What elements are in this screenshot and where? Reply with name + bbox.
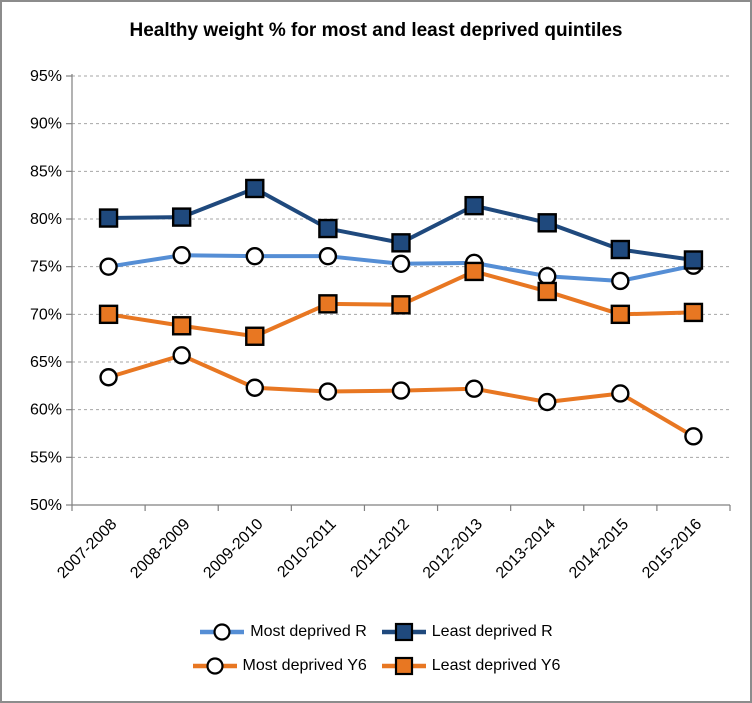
marker-least-deprived-y6-2013-2014 [537,281,557,302]
chart-title: Healthy weight % for most and least depr… [129,20,623,41]
marker-least-deprived-y6-2008-2009 [171,316,192,336]
legend: Most deprived R Least deprived R Most depr… [2,620,750,678]
marker-least-deprived-y6-2009-2010 [245,326,265,346]
marker-most-deprived-y6-2010-2011 [318,382,338,401]
marker-most-deprived-r-2011-2012 [391,254,411,274]
y-axis-tick-label: 55% [30,449,62,466]
marker-most-deprived-y6-2007-2008 [99,368,118,387]
legend-item-most-deprived-y6: Most deprived Y6 [192,654,367,678]
marker-most-deprived-r-2010-2011 [318,246,338,266]
legend-swatch-least-deprived-y6-square-icon [381,656,426,676]
legend-row: Most deprived R Least deprived R [199,620,553,644]
marker-least-deprived-r-2012-2013 [464,195,484,216]
marker-most-deprived-y6-2008-2009 [172,346,191,365]
legend-label-least-deprived-r: Least deprived R [431,623,553,640]
x-axis-tick-label: 2008-2009 [127,516,193,582]
marker-most-deprived-y6-2009-2010 [245,378,264,397]
marker-most-deprived-y6-2012-2013 [464,379,484,398]
marker-least-deprived-r-2011-2012 [391,233,411,253]
y-axis-tick-label: 70% [30,306,62,323]
legend-label-most-deprived-y6: Most deprived Y6 [242,657,367,674]
legend-swatch-most-deprived-r-circle-icon [200,623,245,641]
marker-most-deprived-r-2008-2009 [172,246,191,265]
marker-least-deprived-y6-2007-2008 [98,304,119,325]
marker-least-deprived-y6-2011-2012 [391,295,411,315]
legend-label-least-deprived-y6: Least deprived Y6 [431,657,561,674]
x-axis-tick-label: 2009-2010 [200,516,266,582]
y-axis-tick-label: 90% [30,116,62,133]
marker-most-deprived-r-2009-2010 [245,246,264,266]
y-axis-tick-label: 60% [30,402,62,419]
marker-least-deprived-r-2015-2016 [683,250,704,270]
marker-most-deprived-y6-2011-2012 [391,381,411,400]
legend-row: Most deprived Y6 Least deprived Y6 [192,654,561,678]
marker-least-deprived-y6-2015-2016 [683,302,704,323]
x-axis-tick-label: 2010-2011 [274,516,339,581]
y-axis-tick-label: 85% [30,163,62,180]
x-axis-tick-label: 2012-2013 [420,516,486,582]
marker-least-deprived-r-2009-2010 [245,178,265,199]
legend-swatch-least-deprived-r-square-icon [381,622,426,642]
marker-least-deprived-r-2014-2015 [610,239,631,260]
y-axis-tick-label: 65% [30,354,62,371]
y-axis-tick-label: 80% [30,211,62,228]
y-axis-tick-label: 75% [30,259,62,276]
plot-area: 50%55%60%65%70%75%80%85%90%95%2007-2008 2… [30,68,731,582]
marker-most-deprived-r-2014-2015 [611,271,630,291]
marker-least-deprived-y6-2012-2013 [464,261,484,282]
marker-least-deprived-r-2010-2011 [318,218,338,239]
marker-most-deprived-y6-2015-2016 [684,427,703,446]
legend-item-most-deprived-r: Most deprived R [199,620,367,644]
legend-item-least-deprived-y6: Least deprived Y6 [381,654,561,678]
x-axis-tick-label: 2015-2016 [639,516,705,582]
marker-least-deprived-r-2007-2008 [98,208,119,228]
x-axis-tick-label: 2007-2008 [54,516,120,582]
x-axis-tick-label: 2011-2012 [348,516,413,581]
legend-label-most-deprived-r: Most deprived R [250,623,367,640]
y-axis-tick-label: 95% [30,68,62,85]
x-axis-tick-label: 2013-2014 [493,516,559,582]
marker-most-deprived-y6-2013-2014 [538,392,557,412]
legend-swatch-most-deprived-y6-circle-icon [192,657,237,675]
marker-least-deprived-y6-2014-2015 [610,304,631,325]
marker-least-deprived-r-2013-2014 [537,213,557,233]
marker-least-deprived-r-2008-2009 [171,207,192,227]
legend-item-least-deprived-r: Least deprived R [381,620,553,644]
x-axis-tick-label: 2014-2015 [566,516,632,582]
marker-least-deprived-y6-2010-2011 [318,294,338,314]
y-axis-tick-label: 50% [30,497,62,514]
marker-most-deprived-y6-2014-2015 [611,384,630,403]
marker-most-deprived-r-2007-2008 [99,257,118,276]
